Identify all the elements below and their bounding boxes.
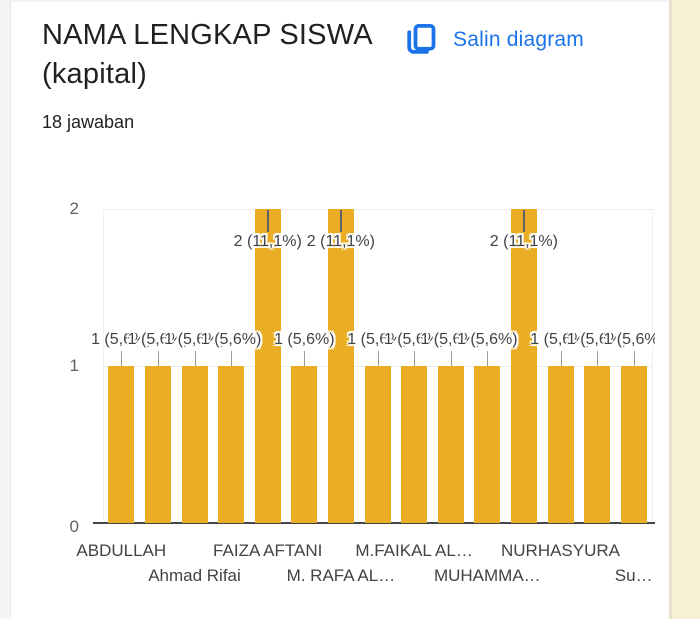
annotation-stem xyxy=(266,210,269,232)
bar xyxy=(218,366,245,523)
plot-border-right xyxy=(652,209,653,523)
annotation-stem xyxy=(414,351,416,366)
bar-annotation: 2 (11,1%) xyxy=(306,233,375,250)
bar-annotation: 1 (5,6%) xyxy=(530,331,591,348)
x-tick-label: M.FAIKAL AL… xyxy=(355,541,473,560)
x-axis-baseline xyxy=(93,522,655,524)
x-tick-label: FAIZA AFTANI xyxy=(213,541,323,560)
plot-border-left xyxy=(103,209,104,523)
annotation-stem xyxy=(339,210,342,232)
bar-annotation: 1 (5,6%) xyxy=(420,331,481,348)
bar-annotation: 1 (5,6%) xyxy=(127,331,189,348)
bar xyxy=(584,366,611,523)
bar xyxy=(547,366,574,523)
x-tick-label: Su… xyxy=(614,566,653,585)
y-tick-label: 1 xyxy=(69,356,79,375)
bar xyxy=(437,366,464,523)
bar xyxy=(474,366,501,523)
annotation-stem xyxy=(231,351,233,366)
bar-annotation: 1 (5,6%) xyxy=(566,331,628,348)
bar-annotation: 1 (5,6%) xyxy=(274,331,335,348)
copy-icon xyxy=(402,22,438,58)
bar xyxy=(291,366,318,523)
annotation-stem xyxy=(633,351,635,366)
copy-chart-button[interactable]: Salin diagram xyxy=(400,20,586,60)
y-tick-label: 2 xyxy=(69,199,79,218)
annotation-stem xyxy=(194,351,196,366)
x-tick-label: MUHAMMA… xyxy=(433,566,541,585)
bar-annotation: 2 (11,1%) xyxy=(489,233,558,250)
x-tick-label: Ahmad Rifai xyxy=(148,566,241,585)
bar-annotation: 1 (5,6%) xyxy=(457,331,518,348)
bar xyxy=(364,366,391,523)
bar xyxy=(254,209,281,523)
annotation-stem xyxy=(597,351,599,366)
x-tick-label: M. RAFA AL… xyxy=(286,566,396,585)
gridline xyxy=(103,209,652,210)
annotation-stem xyxy=(377,351,379,366)
bar-annotation: 1 (5,6%) xyxy=(91,331,152,348)
annotation-stem xyxy=(450,351,452,366)
annotation-stem xyxy=(157,351,159,366)
bar xyxy=(327,209,354,523)
copy-chart-label: Salin diagram xyxy=(453,28,584,51)
bar xyxy=(181,366,208,523)
annotation-stem xyxy=(487,351,489,366)
annotation-stem xyxy=(304,351,306,366)
bar xyxy=(401,366,428,523)
left-page-edge xyxy=(0,0,11,619)
top-edge-line xyxy=(0,0,700,2)
x-tick-label: NURHASYURA xyxy=(500,541,621,560)
bar-annotation: 2 (11,1%) xyxy=(233,233,302,250)
annotation-stem xyxy=(522,210,525,232)
annotation-stem xyxy=(121,351,123,366)
bar xyxy=(108,366,135,523)
bar-annotation: 1 (5,6%) xyxy=(603,331,655,348)
bar-annotation: 1 (5,6%) xyxy=(347,331,408,348)
bar xyxy=(144,366,171,523)
y-tick-label: 0 xyxy=(69,517,79,536)
answers-count: 18 jawaban xyxy=(42,112,135,132)
bar-chart: 1 (5,6%) 1 (5,6%) 1 (5,6%) 1 (5,6%) 2 (11,1%… xyxy=(63,196,655,600)
bar xyxy=(510,209,537,523)
page-background-strip xyxy=(669,0,700,619)
bar xyxy=(620,366,647,523)
bar-annotation: 1 (5,6%) xyxy=(383,331,445,348)
question-title: NAMA LENGKAP SISWA (kapital) xyxy=(42,19,372,90)
annotation-stem xyxy=(560,351,562,366)
bar-annotation: 1 (5,6%) xyxy=(200,331,262,348)
x-tick-label: ABDULLAH xyxy=(76,541,167,560)
bar-annotation: 1 (5,6%) xyxy=(164,331,225,348)
